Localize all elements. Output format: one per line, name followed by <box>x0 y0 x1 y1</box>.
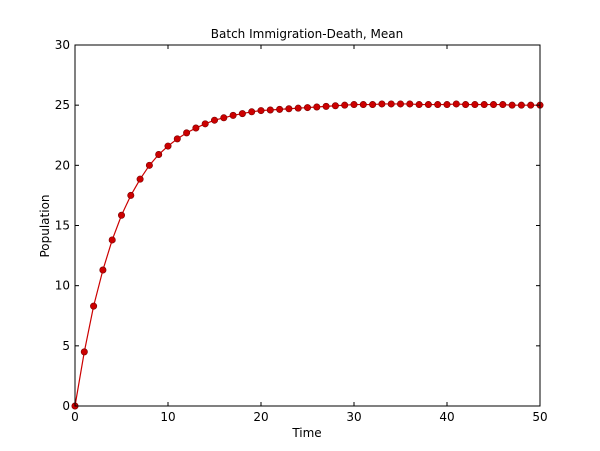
data-point <box>127 191 135 199</box>
data-point <box>508 101 516 109</box>
data-point <box>387 100 395 108</box>
x-tick-label: 30 <box>346 410 361 424</box>
data-point <box>285 105 293 113</box>
data-point <box>303 104 311 112</box>
data-point <box>294 104 302 112</box>
data-point <box>136 175 144 183</box>
data-point <box>99 266 107 274</box>
data-point <box>313 103 321 111</box>
data-point <box>350 101 358 109</box>
y-tick-label: 0 <box>62 399 70 413</box>
data-point <box>90 302 98 310</box>
data-point <box>462 101 470 109</box>
data-point <box>266 106 274 114</box>
y-tick-label: 10 <box>55 279 70 293</box>
x-tick-label: 10 <box>160 410 175 424</box>
data-point <box>396 100 404 108</box>
data-point <box>229 111 237 119</box>
y-tick-label: 5 <box>62 339 70 353</box>
data-point <box>108 236 116 244</box>
data-point <box>480 101 488 109</box>
data-point <box>517 101 525 109</box>
data-point <box>471 101 479 109</box>
data-point <box>406 100 414 108</box>
data-point <box>164 142 172 150</box>
plot-area <box>71 100 544 410</box>
data-point <box>145 161 153 169</box>
data-point <box>257 107 265 115</box>
data-point <box>173 135 181 143</box>
data-point <box>341 101 349 109</box>
y-tick-label: 15 <box>55 219 70 233</box>
y-axis-label: Population <box>38 194 52 257</box>
y-tick-label: 30 <box>55 38 70 52</box>
data-point <box>248 108 256 116</box>
data-point <box>211 116 219 124</box>
data-point <box>527 101 535 109</box>
data-point <box>443 101 451 109</box>
data-point <box>369 101 377 109</box>
x-tick-label: 40 <box>439 410 454 424</box>
data-point <box>499 101 507 109</box>
data-point <box>331 102 339 110</box>
x-axis-label: Time <box>291 426 321 440</box>
data-point <box>201 120 209 128</box>
data-point <box>415 101 423 109</box>
chart-title: Batch Immigration-Death, Mean <box>211 27 403 41</box>
data-point <box>276 105 284 113</box>
data-point <box>424 101 432 109</box>
data-point <box>80 348 88 356</box>
data-point <box>192 124 200 132</box>
data-point <box>155 151 163 159</box>
y-tick-label: 20 <box>55 158 70 172</box>
data-point <box>322 102 330 110</box>
data-point <box>359 101 367 109</box>
axis-ticks: 0 10 20 30 40 50 0 5 10 15 20 25 30 <box>55 38 548 424</box>
data-point <box>238 110 246 118</box>
data-point <box>489 101 497 109</box>
data-point <box>378 100 386 108</box>
data-point <box>220 114 228 122</box>
data-point <box>183 129 191 137</box>
x-tick-label: 50 <box>532 410 547 424</box>
y-tick-label: 25 <box>55 98 70 112</box>
data-point <box>118 211 126 219</box>
x-tick-label: 0 <box>71 410 79 424</box>
x-tick-label: 20 <box>253 410 268 424</box>
data-point <box>452 100 460 108</box>
data-point <box>434 101 442 109</box>
